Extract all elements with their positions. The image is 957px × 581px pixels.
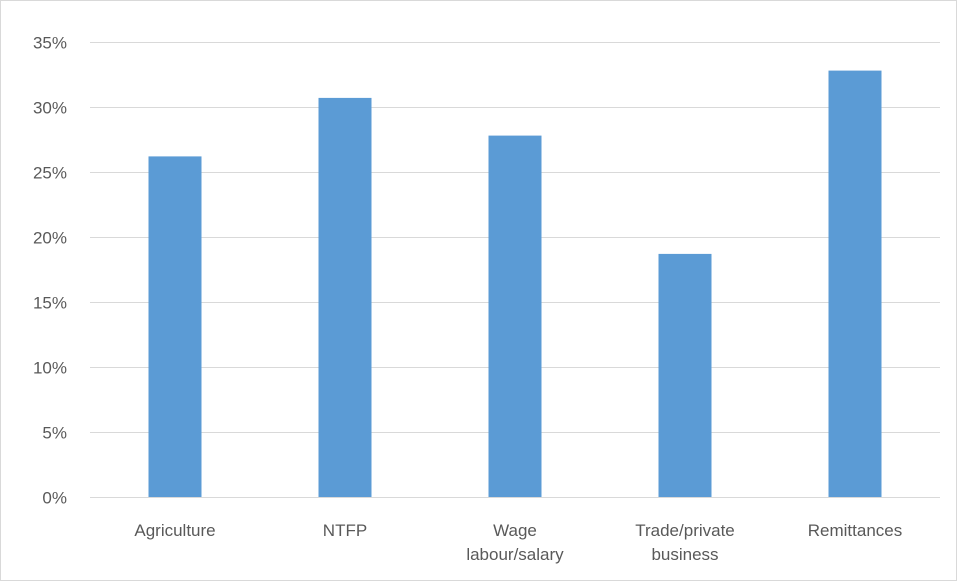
x-tick-label: Remittances [808,521,902,540]
y-tick-label: 35% [33,34,67,53]
bar [148,156,202,497]
y-tick-label: 25% [33,164,67,183]
x-tick-label: Agriculture [134,521,215,540]
y-tick-label: 15% [33,294,67,313]
bar [318,97,372,498]
x-tick-label: Wage labour/salary [466,521,564,564]
y-tick-label: 20% [33,229,67,248]
bar [658,253,712,497]
bar [828,70,882,497]
y-tick-label: 30% [33,99,67,118]
x-tick-label: NTFP [323,521,367,540]
y-tick-label: 10% [33,359,67,378]
y-tick-label: 5% [42,424,67,443]
x-tick-label: Trade/private business [635,521,735,564]
bar [488,135,542,497]
y-tick-label: 0% [42,489,67,508]
